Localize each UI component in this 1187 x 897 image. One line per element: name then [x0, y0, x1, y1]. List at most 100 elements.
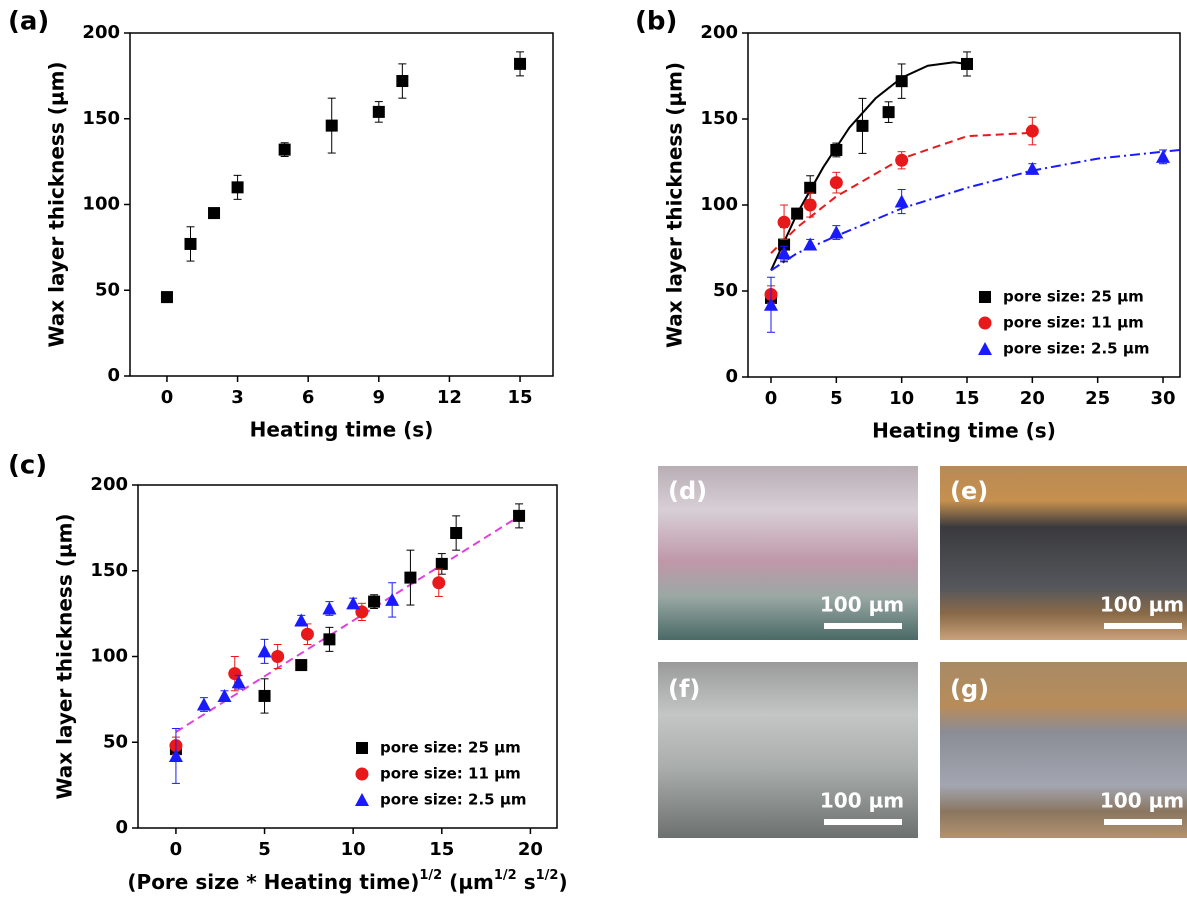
legend-label: pore size: 25 µm	[380, 739, 521, 757]
y-tick-label: 100	[90, 646, 128, 667]
marker	[278, 143, 291, 156]
x-tick-label: 0	[161, 387, 174, 408]
legend-label: pore size: 11 µm	[380, 765, 521, 783]
photo-label: (g)	[950, 675, 989, 703]
fit-line	[770, 131, 1033, 254]
legend-label: pore size: 11 µm	[1003, 314, 1144, 332]
marker	[829, 225, 844, 239]
marker	[368, 595, 381, 608]
x-axis-label: Heating time (s)	[250, 418, 434, 442]
marker	[830, 143, 843, 156]
photo	[940, 662, 1187, 838]
photo-g: (g) 100 µm	[940, 662, 1187, 838]
photo-e: (e) 100 µm	[940, 466, 1187, 640]
marker	[385, 592, 400, 606]
marker	[323, 633, 336, 646]
photo-d: (d) 100 µm	[658, 466, 918, 640]
scale-bar-label: 100 µm	[820, 789, 904, 813]
marker	[404, 571, 417, 584]
marker	[804, 181, 817, 194]
marker	[184, 237, 197, 250]
x-tick-label: 15	[429, 839, 454, 860]
x-tick-label: 25	[1085, 388, 1110, 409]
legend-label: pore size: 25 µm	[1003, 288, 1144, 306]
marker	[856, 119, 869, 132]
x-axis-label-part: 1/2	[494, 868, 517, 883]
scale-bar	[1104, 819, 1182, 825]
y-tick-label: 0	[115, 817, 128, 838]
marker	[257, 644, 272, 658]
x-tick-label: 15	[954, 388, 979, 409]
marker	[217, 688, 232, 702]
y-tick-label: 200	[90, 474, 128, 495]
scale-bar	[824, 819, 902, 825]
marker	[196, 697, 211, 711]
photo-f: (f) 100 µm	[658, 662, 918, 838]
marker	[778, 238, 791, 251]
marker	[346, 596, 361, 610]
marker	[432, 576, 446, 590]
scale-bar-label: 100 µm	[820, 593, 904, 617]
x-tick-label: 10	[889, 388, 914, 409]
y-tick-label: 100	[700, 194, 738, 215]
photo	[940, 466, 1187, 640]
marker	[791, 207, 804, 220]
x-tick-label: 0	[765, 388, 778, 409]
x-axis-label-part: 1/2	[536, 868, 559, 883]
marker	[763, 297, 778, 311]
x-axis-label: (Pore size * Heating time)1/2 (µm1/2 s1/…	[127, 868, 567, 894]
scale-bar-label: 100 µm	[1100, 789, 1184, 813]
fit-line	[175, 515, 521, 733]
x-axis-label: Heating time (s)	[872, 419, 1056, 443]
x-axis-label-part: (µm	[442, 870, 494, 894]
marker	[895, 75, 908, 88]
x-tick-label: 30	[1150, 388, 1175, 409]
y-tick-label: 150	[82, 108, 120, 129]
marker	[294, 613, 309, 627]
marker	[777, 215, 791, 229]
marker	[803, 237, 818, 251]
y-tick-label: 50	[713, 280, 738, 301]
photo-label: (f)	[668, 675, 700, 703]
y-tick-label: 0	[107, 365, 120, 386]
photo-label: (e)	[950, 477, 988, 505]
photo	[658, 466, 918, 640]
x-tick-label: 5	[830, 388, 843, 409]
x-tick-label: 20	[1020, 388, 1045, 409]
marker	[803, 198, 817, 212]
y-tick-label: 200	[82, 22, 120, 43]
marker	[777, 246, 792, 260]
marker	[450, 527, 463, 540]
panel-label: (c)	[8, 451, 47, 481]
marker	[961, 57, 974, 70]
marker	[514, 57, 527, 70]
marker	[160, 291, 173, 304]
marker	[355, 767, 369, 781]
marker	[300, 627, 314, 641]
photo	[658, 662, 918, 838]
marker	[894, 194, 909, 208]
y-tick-label: 100	[82, 194, 120, 215]
x-tick-label: 3	[231, 387, 244, 408]
x-tick-label: 9	[373, 387, 386, 408]
x-tick-label: 15	[508, 387, 533, 408]
marker	[435, 557, 448, 570]
marker	[355, 793, 369, 806]
x-axis-label-part: )	[558, 870, 567, 894]
fit-line	[770, 149, 1181, 272]
marker	[295, 659, 308, 672]
plot-frame	[129, 32, 554, 377]
scale-bar-label: 100 µm	[1100, 593, 1184, 617]
marker	[325, 119, 338, 132]
x-axis-label-part: s	[517, 870, 536, 894]
marker	[208, 207, 221, 220]
legend-label: pore size: 2.5 µm	[1003, 340, 1150, 358]
marker	[829, 176, 843, 190]
panel-label: (b)	[635, 7, 677, 37]
x-tick-label: 5	[258, 839, 271, 860]
x-tick-label: 10	[341, 839, 366, 860]
y-tick-label: 50	[95, 279, 120, 300]
marker	[322, 601, 337, 615]
y-tick-label: 50	[103, 731, 128, 752]
